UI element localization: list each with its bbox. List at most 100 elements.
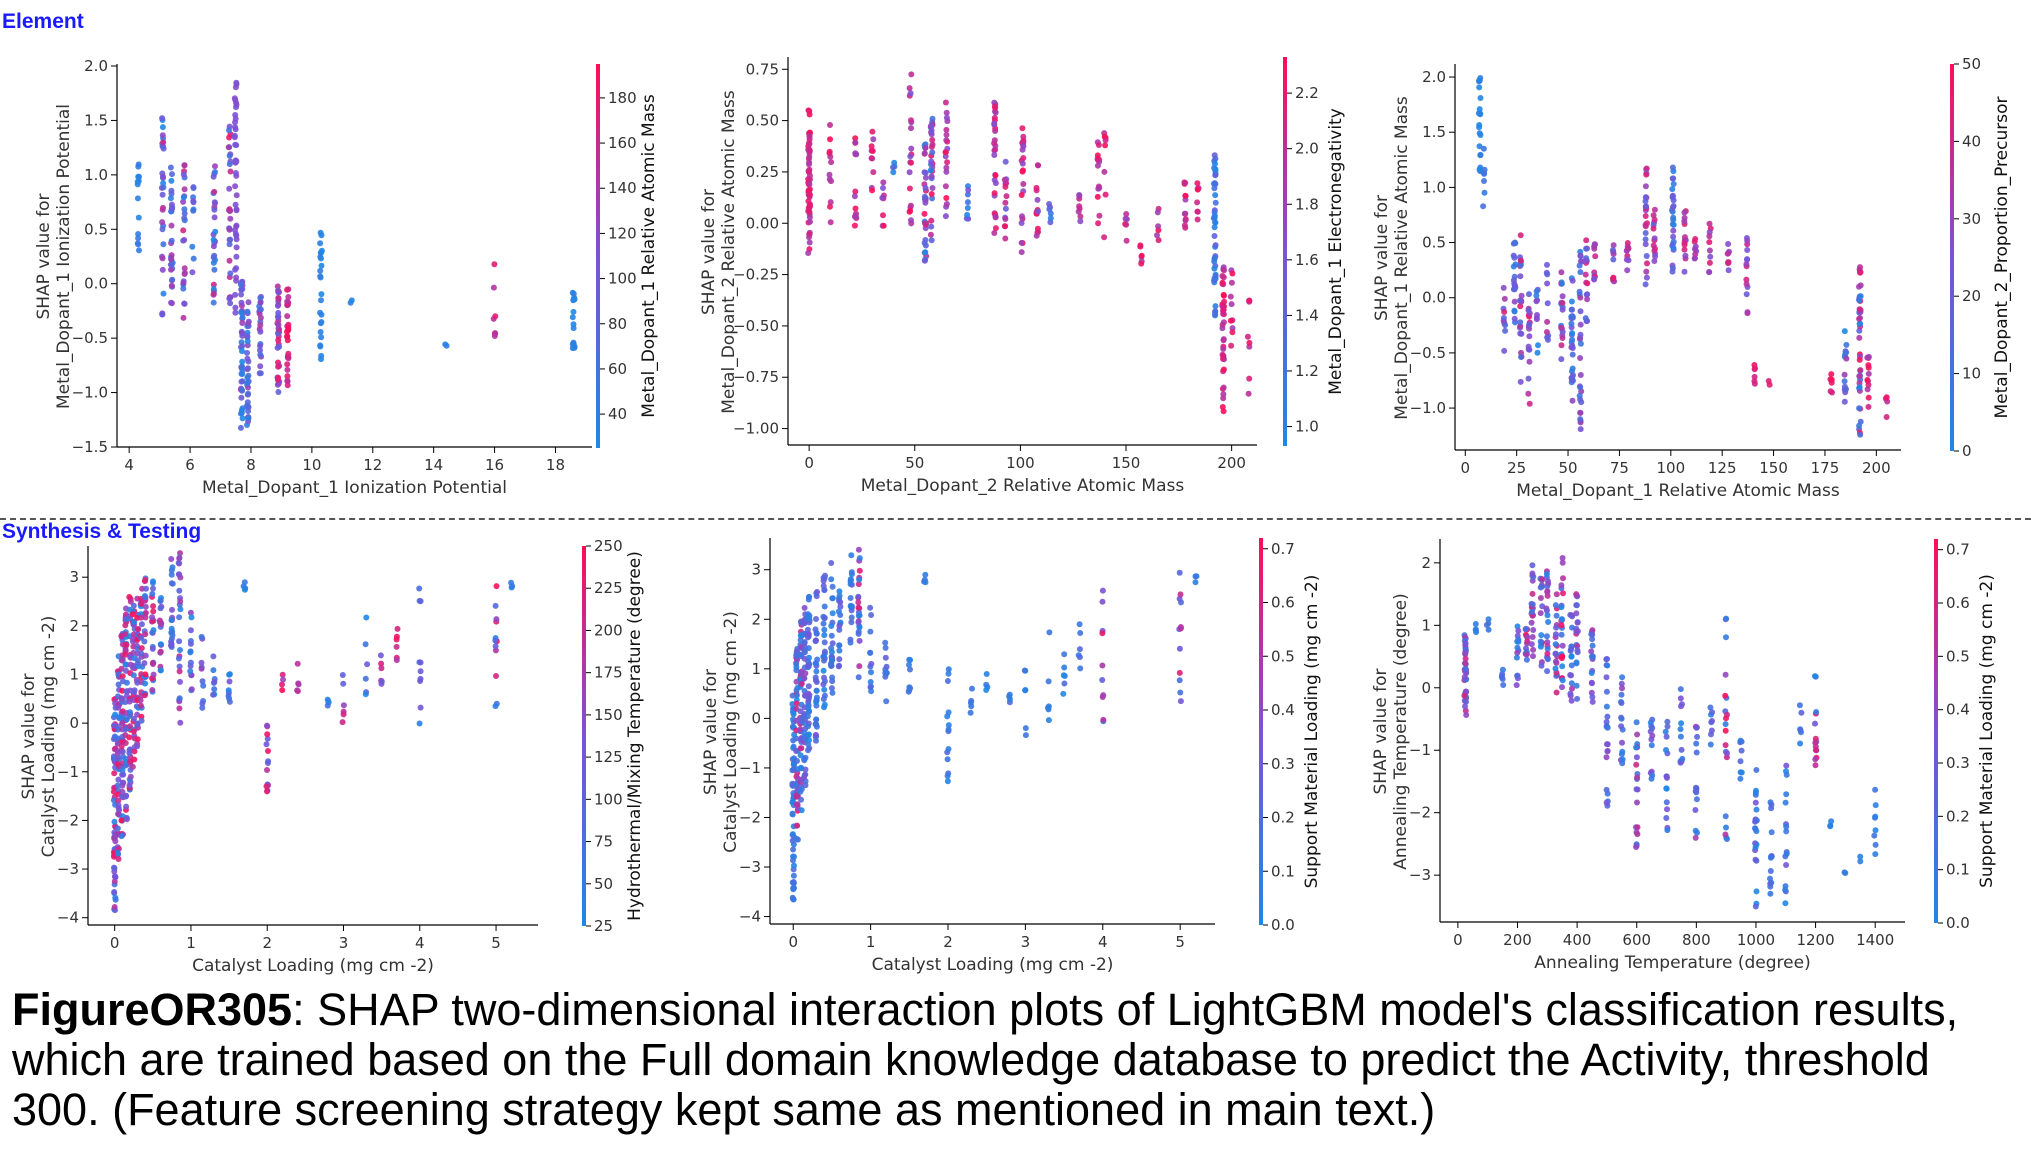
scatter-point bbox=[118, 817, 125, 824]
scatter-point bbox=[1797, 740, 1804, 747]
x-tick-label: 800 bbox=[1682, 931, 1711, 949]
scatter-point bbox=[1212, 219, 1219, 226]
scatter-point bbox=[1574, 619, 1581, 626]
scatter-point bbox=[868, 612, 875, 618]
scatter-point bbox=[991, 121, 998, 128]
x-tick-label: 200 bbox=[1862, 459, 1891, 477]
scatter-point bbox=[232, 304, 239, 311]
scatter-point bbox=[1569, 314, 1576, 321]
scatter-point bbox=[198, 665, 205, 672]
scatter-point bbox=[1483, 622, 1490, 628]
colorbar-tick-label: 150 bbox=[594, 706, 623, 724]
scatter-point bbox=[1219, 279, 1226, 286]
scatter-point bbox=[1610, 275, 1616, 282]
scatter-point bbox=[1677, 695, 1684, 702]
scatter-point bbox=[1679, 755, 1686, 762]
x-tick-label: 12 bbox=[363, 456, 382, 474]
scatter-point bbox=[1693, 740, 1700, 747]
scatter-point bbox=[793, 735, 800, 742]
colorbar-tick-label: 1.8 bbox=[1295, 195, 1319, 213]
scatter-point bbox=[226, 127, 232, 134]
scatter-point bbox=[1872, 827, 1879, 834]
scatter-point bbox=[122, 661, 129, 668]
scatter-point bbox=[806, 619, 813, 626]
scatter-point bbox=[942, 149, 949, 156]
scatter-point bbox=[138, 717, 145, 724]
scatter-point bbox=[142, 609, 149, 616]
scatter-point bbox=[992, 225, 999, 232]
scatter-point bbox=[493, 673, 499, 679]
scatter-point bbox=[318, 319, 325, 325]
colorbar-tick-label: 20 bbox=[1962, 287, 1981, 305]
y-tick-label: −2 bbox=[57, 811, 79, 829]
scatter-point bbox=[855, 593, 862, 600]
scatter-point bbox=[1559, 642, 1566, 649]
scatter-point bbox=[1693, 785, 1700, 792]
scatter-point bbox=[149, 645, 156, 652]
scatter-point bbox=[1533, 288, 1540, 295]
scatter-point bbox=[1018, 239, 1025, 246]
scatter-point bbox=[237, 424, 244, 431]
scatter-point bbox=[1604, 713, 1611, 720]
y-tick-label: 0 bbox=[751, 709, 761, 727]
scatter-point bbox=[491, 261, 498, 268]
scatter-point bbox=[1708, 727, 1715, 734]
scatter-point bbox=[160, 139, 167, 146]
scatter-point bbox=[1649, 732, 1656, 739]
scatter-point bbox=[1568, 662, 1575, 669]
scatter-point bbox=[805, 702, 812, 709]
scatter-point bbox=[1099, 598, 1106, 605]
scatter-point bbox=[1177, 689, 1184, 696]
scatter-point bbox=[1182, 192, 1189, 199]
scatter-points bbox=[110, 550, 516, 914]
scatter-point bbox=[1002, 205, 1009, 212]
x-tick-label: 10 bbox=[302, 456, 321, 474]
scatter-point bbox=[906, 661, 912, 668]
scatter-point bbox=[1559, 677, 1566, 684]
scatter-point bbox=[1642, 213, 1649, 219]
scatter-points bbox=[1475, 75, 1891, 438]
scatter-point bbox=[1192, 579, 1199, 586]
scatter-point bbox=[318, 255, 324, 262]
scatter-point bbox=[1002, 158, 1009, 165]
scatter-point bbox=[111, 818, 118, 825]
scatter-point bbox=[122, 651, 129, 658]
scatter-point bbox=[1552, 665, 1559, 672]
scatter-point bbox=[805, 683, 812, 690]
scatter-point bbox=[394, 625, 401, 632]
scatter-point bbox=[1669, 192, 1676, 199]
scatter-point bbox=[1211, 256, 1218, 262]
scatter-point bbox=[210, 236, 217, 243]
scatter-point bbox=[150, 608, 157, 615]
scatter-point bbox=[1558, 582, 1565, 589]
scatter-point bbox=[1526, 358, 1533, 365]
scatter-point bbox=[1212, 172, 1219, 179]
scatter-point bbox=[1856, 320, 1863, 327]
scatter-point bbox=[1501, 295, 1508, 302]
scatter-point bbox=[168, 177, 175, 184]
colorbar-gradient bbox=[1259, 538, 1263, 925]
scatter-point bbox=[245, 372, 252, 379]
scatter-point bbox=[922, 571, 929, 578]
scatter-point bbox=[1576, 392, 1583, 399]
scatter-point bbox=[157, 597, 164, 604]
scatter-point bbox=[1856, 315, 1863, 322]
scatter-point bbox=[1528, 619, 1535, 626]
colorbar-label: Metal_Dopant_2_Proportion_Precursor bbox=[1992, 97, 2012, 419]
scatter-point bbox=[1099, 630, 1106, 637]
x-axis-label: Annealing Temperature (degree) bbox=[1534, 953, 1810, 973]
scatter-point bbox=[922, 199, 929, 206]
scatter-point bbox=[159, 311, 166, 318]
scatter-point bbox=[118, 695, 125, 702]
scatter-point bbox=[1511, 298, 1518, 305]
scatter-point bbox=[137, 697, 144, 704]
chart-6: 0 200 400 600 800 1000 1200 1400 −3 −2 −1 0 1 2 Anneal… bbox=[1371, 539, 1997, 973]
scatter-point bbox=[417, 668, 424, 675]
scatter-point bbox=[1176, 677, 1183, 684]
scatter-point bbox=[364, 661, 371, 668]
y-tick-label: −0.50 bbox=[733, 317, 779, 335]
scatter-point bbox=[188, 686, 195, 693]
scatter-point bbox=[232, 201, 239, 208]
scatter-point bbox=[869, 128, 876, 135]
scatter-point bbox=[1865, 382, 1872, 388]
